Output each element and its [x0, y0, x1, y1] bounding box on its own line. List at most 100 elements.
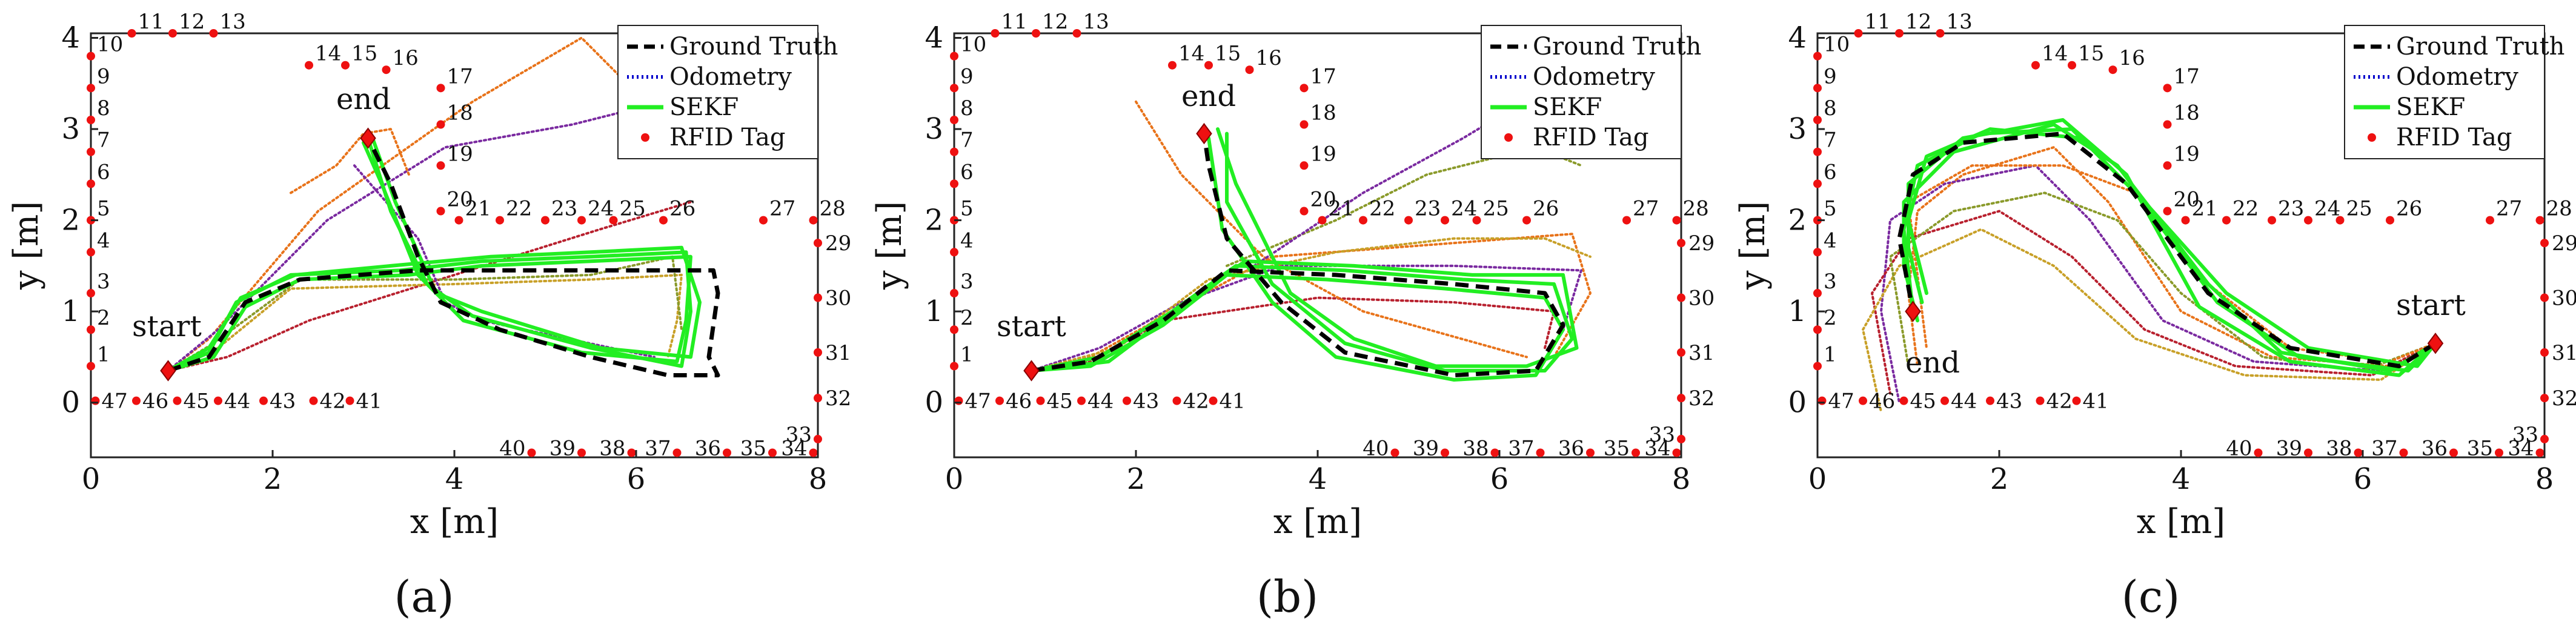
rfid-tag-label: 27 — [769, 197, 795, 221]
rfid-tag-dot — [345, 396, 354, 405]
rfid-tag-dot — [759, 216, 768, 225]
rfid-tag-label: 8 — [960, 96, 974, 121]
rfid-tag-dot — [577, 448, 586, 457]
marker-layer — [1023, 122, 1212, 382]
rfid-tag-label: 40 — [1363, 437, 1389, 461]
rfid-tag-dot — [1859, 396, 1867, 405]
rfid-tag-dot — [1441, 448, 1449, 457]
rfid-tag-label: 2 — [960, 306, 974, 330]
rfid-tag-label: 23 — [551, 197, 577, 221]
y-tick-label: 3 — [61, 112, 80, 146]
x-axis-label: x [m] — [410, 502, 499, 542]
rfid-tag-label: 39 — [2276, 437, 2302, 461]
y-axis-label: y [m] — [7, 201, 46, 290]
end-marker — [1905, 300, 1921, 322]
rfid-tag-label: 44 — [224, 389, 250, 414]
rfid-tag-dot — [659, 216, 668, 225]
rfid-tag-dot — [341, 61, 350, 70]
legend-ground-truth-label: Ground Truth — [1533, 33, 1701, 61]
rfid-tag-label: 25 — [2346, 197, 2372, 221]
x-tick-label: 6 — [2354, 462, 2372, 496]
rfid-tag-dot — [2163, 120, 2172, 129]
legend-rfid-label: RFID Tag — [669, 124, 785, 151]
odometry-run — [1907, 146, 2437, 368]
rfid-tag-dot — [1986, 396, 1994, 405]
rfid-tag-dot — [1404, 216, 1413, 225]
rfid-tag-dot — [814, 293, 822, 302]
rfid-tag-dot — [1672, 448, 1681, 457]
rfid-tag-dot — [1677, 434, 1685, 443]
rfid-tag-label: 4 — [97, 228, 110, 253]
rfid-tag-dot — [1677, 239, 1685, 248]
rfid-tag-dot — [814, 394, 822, 403]
end-label: end — [1905, 346, 1960, 380]
rfid-tag-label: 39 — [549, 437, 576, 461]
y-tick-label: 4 — [925, 21, 943, 55]
rfid-tag-dot — [382, 65, 391, 75]
legend-rfid-swatch — [1504, 133, 1513, 142]
rfid-tag-dot — [950, 147, 958, 156]
rfid-tag-label: 34 — [781, 437, 807, 461]
rfid-tag-dot — [814, 239, 822, 248]
legend: Ground Truth Odometry SEKF RFID Tag — [617, 25, 838, 159]
legend-ground-truth-label: Ground Truth — [2396, 33, 2564, 61]
ground-truth-path — [1897, 131, 2437, 368]
y-tick-label: 0 — [1788, 386, 1807, 420]
rfid-tag-label: 42 — [320, 389, 346, 414]
rfid-tag-label: 30 — [2552, 287, 2576, 311]
rfid-tag-label: 9 — [97, 64, 110, 88]
rfid-tag-dot — [1899, 396, 1908, 405]
rfid-tag-dot — [1300, 84, 1309, 93]
rfid-tag-label: 14 — [315, 42, 341, 66]
rfid-tag-label: 21 — [1329, 197, 1355, 221]
odometry-run — [290, 128, 410, 194]
end-marker — [1196, 122, 1212, 145]
rfid-tag-dot — [1472, 216, 1481, 225]
rfid-tag-label: 1 — [97, 343, 110, 367]
sekf-run — [1907, 127, 2437, 368]
rfid-tag-label: 25 — [620, 197, 646, 221]
end-label: end — [336, 82, 391, 116]
rfid-tag-label: 42 — [1183, 389, 1209, 414]
rfid-tag-label: 31 — [1688, 341, 1715, 365]
rfid-tag-dot — [87, 289, 95, 298]
rfid-tag-label: 44 — [1951, 389, 1977, 414]
rfid-tag-label: 13 — [1947, 10, 1973, 34]
rfid-tag-dot — [1359, 216, 1367, 225]
rfid-tag-dot — [2163, 207, 2172, 216]
rfid-tag-dot — [496, 216, 504, 225]
rfid-tag-dot — [436, 161, 445, 170]
rfid-tag-dot — [2540, 239, 2549, 248]
y-tick-label: 4 — [61, 21, 80, 55]
rfid-tag-dot — [87, 147, 95, 156]
y-tick-label: 0 — [61, 386, 80, 420]
rfid-tag-dot — [1677, 394, 1685, 403]
rfid-tag-label: 5 — [1824, 197, 1837, 221]
rfid-tag-dot — [2163, 161, 2172, 170]
rfid-tag-dot — [1586, 448, 1595, 457]
odometry-run — [1862, 228, 2437, 413]
ground-truth-path — [1031, 133, 1565, 377]
odometry-run — [1030, 296, 1555, 372]
rfid-tag-label: 3 — [97, 270, 110, 294]
rfid-tag-label: 22 — [506, 197, 532, 221]
start-label: start — [2396, 288, 2466, 322]
rfid-tag-label: 45 — [184, 389, 210, 414]
rfid-tag-dot — [627, 448, 636, 457]
odometry-run — [167, 273, 683, 372]
panel-caption: (b) — [1256, 571, 1318, 622]
rfid-tag-label: 8 — [1824, 96, 1837, 121]
x-tick-label: 8 — [1672, 462, 1691, 496]
rfid-tag-dot — [1813, 84, 1822, 93]
rfid-tag-dot — [814, 434, 822, 443]
rfid-tag-dot — [2386, 216, 2394, 225]
rfid-tag-dot — [87, 325, 95, 334]
y-tick-label: 1 — [61, 294, 80, 328]
rfid-tag-label: 32 — [1688, 386, 1715, 411]
rfid-tag-label: 7 — [1824, 128, 1837, 153]
rfid-tag-dot — [2535, 448, 2544, 457]
rfid-tag-label: 15 — [2078, 42, 2104, 66]
start-marker — [1023, 360, 1040, 382]
